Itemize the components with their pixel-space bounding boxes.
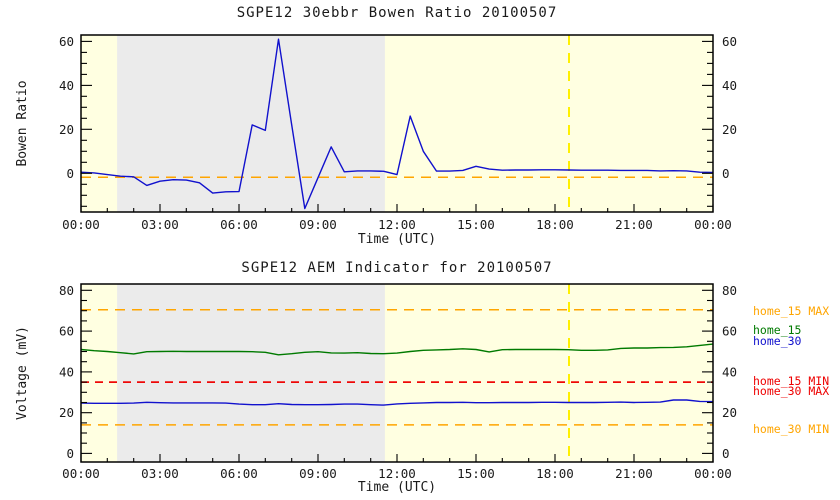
x-tick-label: 12:00	[378, 217, 416, 232]
shaded-band	[117, 35, 385, 212]
x-tick-label: 03:00	[141, 466, 179, 481]
y-axis-title: Bowen Ratio	[15, 80, 30, 166]
y-tick-label-right: 60	[722, 34, 737, 49]
x-tick-label: 21:00	[615, 217, 653, 232]
y-tick-label-left: 20	[59, 122, 74, 137]
aem-indicator-chart-title: SGPE12 AEM Indicator for 20100507	[241, 260, 553, 276]
legend-label-home_15-min: home_15 MIN	[753, 374, 829, 388]
y-tick-label-right: 0	[722, 446, 730, 461]
y-tick-label-left: 20	[59, 405, 74, 420]
x-tick-label: 00:00	[694, 466, 732, 481]
y-tick-label-right: 0	[722, 166, 730, 181]
aem-indicator-x-axis-title: Time (UTC)	[357, 480, 437, 495]
axis-ticks	[80, 40, 714, 212]
x-tick-label: 00:00	[694, 217, 732, 232]
series-line-home_15	[80, 343, 714, 356]
series-line-bowen_ratio	[80, 38, 714, 210]
x-tick-label: 00:00	[62, 466, 100, 481]
x-tick-label: 18:00	[536, 466, 574, 481]
legend-label-home_15-max: home_15 MAX	[753, 304, 829, 318]
y-tick-label-right: 20	[722, 122, 737, 137]
shaded-band	[117, 284, 385, 462]
y-tick-label-right: 40	[722, 364, 737, 379]
y-tick-label-right: 40	[722, 78, 737, 93]
series-line-home_30	[80, 399, 714, 406]
y-tick-label-right: 20	[722, 405, 737, 420]
bowen-ratio-chart-title: SGPE12 30ebbr Bowen Ratio 20100507	[236, 5, 558, 21]
legend-label-home_15: home_15	[753, 323, 801, 337]
x-tick-label: 06:00	[220, 217, 258, 232]
x-tick-label: 21:00	[615, 466, 653, 481]
x-tick-label: 15:00	[457, 217, 495, 232]
tick-labels: 00:00 03:00 06:00 09:00 12:00 15:00 18:00 21:00…	[59, 34, 737, 232]
bowen-ratio-x-axis-title: Time (UTC)	[357, 232, 437, 247]
x-tick-label: 09:00	[299, 217, 337, 232]
x-tick-label: 06:00	[220, 466, 258, 481]
y-tick-label-left: 60	[59, 34, 74, 49]
y-tick-label-left: 60	[59, 324, 74, 339]
x-tick-label: 09:00	[299, 466, 337, 481]
x-tick-label: 00:00	[62, 217, 100, 232]
y-axis-title: Voltage (mV)	[15, 326, 30, 420]
y-tick-label-right: 80	[722, 283, 737, 298]
legend-label-home_30: home_30	[753, 334, 802, 348]
y-tick-label-left: 0	[66, 446, 74, 461]
axis-ticks	[80, 289, 714, 462]
legend-label-home_30-min: home_30 MIN	[753, 422, 829, 436]
y-tick-label-left: 80	[59, 283, 74, 298]
y-tick-label-left: 0	[66, 166, 74, 181]
x-tick-label: 18:00	[536, 217, 574, 232]
x-tick-label: 03:00	[141, 217, 179, 232]
y-tick-label-left: 40	[59, 78, 74, 93]
legend-label-home_30-max: home_30 MAX	[753, 384, 829, 398]
x-tick-label: 15:00	[457, 466, 495, 481]
y-tick-label-left: 40	[59, 364, 74, 379]
tick-labels: 00:00 03:00 06:00 09:00 12:00 15:00 18:00 21:00…	[59, 283, 737, 481]
x-tick-label: 12:00	[378, 466, 416, 481]
y-tick-label-right: 60	[722, 324, 737, 339]
